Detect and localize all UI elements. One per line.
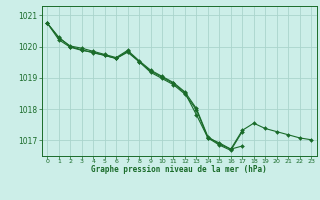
X-axis label: Graphe pression niveau de la mer (hPa): Graphe pression niveau de la mer (hPa) bbox=[91, 165, 267, 174]
